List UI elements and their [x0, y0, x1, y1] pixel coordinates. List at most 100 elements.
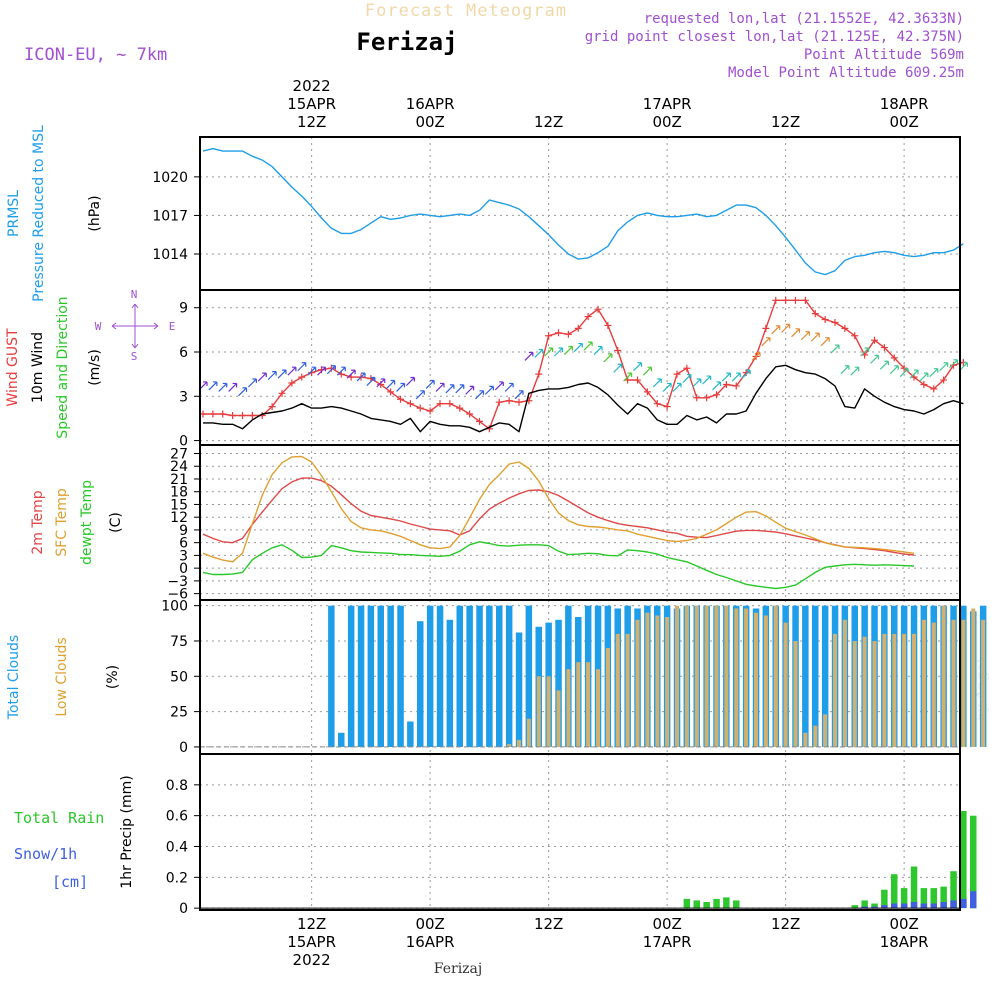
bar-total-rain — [891, 874, 898, 909]
series-line-10m-wind — [203, 364, 964, 433]
wind-direction-arrow — [662, 382, 672, 392]
axis-label: (C) — [108, 512, 124, 533]
bar-low-clouds — [566, 669, 571, 747]
gust-marker — [792, 296, 799, 304]
gust-marker — [416, 404, 424, 412]
axis-label: SFC Temp — [54, 488, 70, 557]
wind-direction-arrow — [218, 382, 228, 392]
compass-arrows — [111, 303, 159, 349]
bar-total-clouds — [821, 605, 829, 747]
wind-direction-arrow — [840, 365, 850, 375]
gust-marker — [268, 403, 276, 411]
bar-snow-1h — [881, 905, 888, 909]
wind-direction-arrow — [544, 347, 554, 357]
bar-total-clouds — [387, 605, 394, 747]
wind-direction-arrow — [820, 337, 830, 347]
bar-snow-1h — [940, 902, 947, 909]
bar-low-clouds — [605, 648, 610, 747]
bar-total-clouds — [436, 605, 444, 747]
series-line-dewpt-temp — [202, 541, 915, 590]
gust-marker — [456, 404, 464, 412]
axis-label: (m/s) — [87, 349, 103, 386]
compass-letter-s: S — [131, 350, 138, 363]
wind-direction-arrow — [593, 345, 603, 355]
bar-low-clouds — [763, 615, 768, 747]
gust-marker — [209, 410, 217, 418]
side-label: Snow/1h — [14, 845, 77, 863]
wind-direction-arrow — [613, 363, 623, 373]
bar-low-clouds — [813, 725, 818, 747]
bar-total-clouds — [496, 605, 503, 747]
bar-low-clouds — [556, 690, 561, 747]
time-label: 12Z — [297, 113, 326, 131]
bar-low-clouds — [546, 676, 551, 747]
bar-total-rain — [861, 900, 868, 909]
panel-pressure: 1014 1017 1020 PRMSL Pressure Reduced to MSL… — [6, 125, 964, 302]
wind-direction-arrow — [919, 372, 929, 382]
wind-direction-arrow — [356, 372, 366, 382]
y-tick-label: 0.4 — [166, 839, 188, 855]
wind-direction-arrow — [800, 331, 810, 341]
gust-marker — [574, 324, 582, 332]
footer-location: Ferizaj — [434, 961, 482, 977]
axis-label: Low Clouds — [54, 637, 70, 716]
bar-total-clouds — [555, 619, 562, 747]
gust-marker — [880, 344, 888, 352]
gust-marker — [722, 380, 730, 388]
wind-direction-arrow — [879, 360, 889, 370]
wind-direction-arrow — [514, 390, 524, 400]
gust-marker — [930, 385, 938, 393]
time-label: 12Z — [297, 915, 326, 933]
gust-marker — [248, 411, 256, 419]
gust-marker — [476, 417, 483, 425]
wind-direction-arrow — [899, 368, 909, 378]
bar-total-clouds — [357, 605, 365, 747]
time-label: 17APR — [643, 933, 692, 951]
wind-direction-arrow — [455, 384, 465, 394]
wind-direction-arrow — [889, 365, 899, 375]
gust-marker — [634, 376, 641, 384]
bar-total-clouds — [407, 721, 414, 747]
y-tick-label: 0 — [179, 434, 188, 450]
bar-snow-1h — [861, 906, 868, 909]
bar-low-clouds — [615, 633, 620, 747]
bar-low-clouds — [536, 676, 541, 747]
wind-direction-arrow — [376, 378, 386, 388]
gust-marker — [920, 380, 928, 388]
bar-total-rain — [920, 888, 928, 909]
wind-direction-arrow — [435, 382, 445, 392]
wind-direction-arrow — [405, 376, 415, 386]
wind-direction-arrow — [208, 381, 218, 391]
bar-low-clouds — [902, 633, 907, 747]
axis-label: Speed and Direction — [55, 296, 71, 438]
gust-marker — [446, 400, 454, 408]
y-tick-label: 27 — [170, 446, 188, 462]
bar-low-clouds — [724, 605, 729, 747]
bar-snow-1h — [960, 898, 967, 909]
bar-snow-1h — [920, 903, 928, 909]
y-tick-label: 24 — [170, 459, 188, 475]
gust-marker — [495, 398, 503, 406]
gust-marker — [545, 332, 553, 340]
compass-letter-e: E — [169, 320, 176, 333]
wind-direction-arrow — [860, 347, 870, 357]
wind-direction-arrow — [623, 372, 633, 382]
bar-total-clouds — [426, 605, 434, 747]
time-label: 2022 — [293, 951, 331, 969]
panel-precipitation: 0 0.2 0.4 0.6 0.8 1hr Precip (mm) Total Rain Sn… — [14, 753, 977, 917]
bar-total-clouds — [486, 605, 493, 747]
wind-direction-arrow — [642, 366, 652, 376]
y-tick-label: −3 — [167, 574, 188, 590]
wind-direction-arrow — [346, 369, 356, 379]
gust-marker — [673, 370, 681, 378]
y-tick-label: 12 — [170, 510, 188, 526]
bar-low-clouds — [635, 619, 640, 747]
gust-marker — [397, 395, 404, 403]
gust-marker — [841, 324, 849, 332]
bar-snow-1h — [970, 891, 977, 909]
gust-marker — [772, 296, 780, 304]
gust-marker — [387, 388, 395, 396]
bar-snow-1h — [950, 900, 957, 909]
bar-total-clouds — [446, 619, 454, 747]
